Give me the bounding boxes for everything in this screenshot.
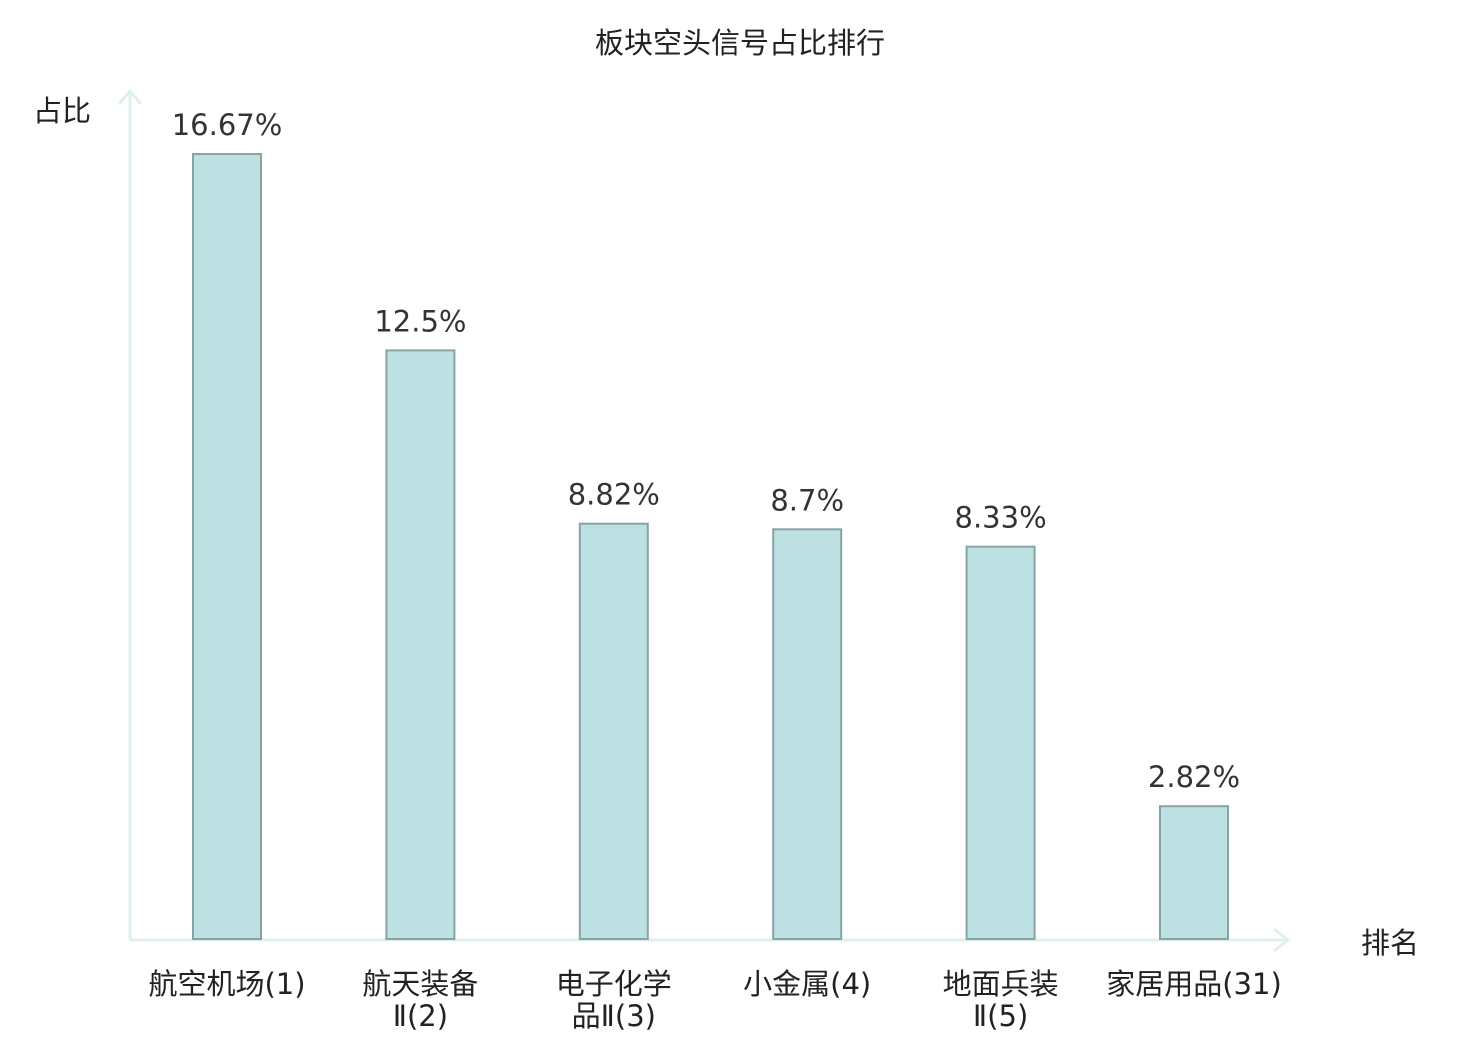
value-label-5: 8.33% <box>955 501 1047 535</box>
chart-title: 板块空头信号占比排行 <box>595 26 885 60</box>
value-labels-group: 16.67% 12.5% 8.82% 8.7% 8.33% 2.82% <box>172 108 1240 794</box>
bars-group <box>192 153 1229 941</box>
category-label-4: 小金属(4) <box>743 967 871 1001</box>
value-label-2: 12.5% <box>374 304 466 338</box>
bar-4 <box>772 528 843 940</box>
bar-2 <box>385 349 456 940</box>
bar-5 <box>965 545 1036 940</box>
value-label-3: 8.82% <box>568 478 660 512</box>
category-label-1: 航空机场(1) <box>148 967 305 1001</box>
category-label-5-line2: Ⅱ(5) <box>973 999 1028 1033</box>
category-label-5: 地面兵装 <box>943 967 1059 1001</box>
bar-1 <box>192 153 262 940</box>
x-axis-title: 排名 <box>1361 926 1419 960</box>
category-label-2: 航天装备 <box>362 967 478 1001</box>
category-label-6: 家居用品(31) <box>1106 967 1282 1001</box>
bar-3 <box>578 522 649 940</box>
y-axis-arrow <box>117 88 143 105</box>
value-label-6: 2.82% <box>1148 760 1240 794</box>
category-label-3-line2: 品Ⅱ(3) <box>572 999 656 1033</box>
category-label-3: 电子化学 <box>556 967 672 1001</box>
value-label-4: 8.7% <box>770 483 844 517</box>
category-label-2-line2: Ⅱ(2) <box>393 999 448 1033</box>
y-axis-title: 占比 <box>33 94 91 128</box>
x-axis-arrow <box>1273 927 1291 953</box>
value-label-1: 16.67% <box>172 108 283 142</box>
bar-6 <box>1159 805 1229 941</box>
